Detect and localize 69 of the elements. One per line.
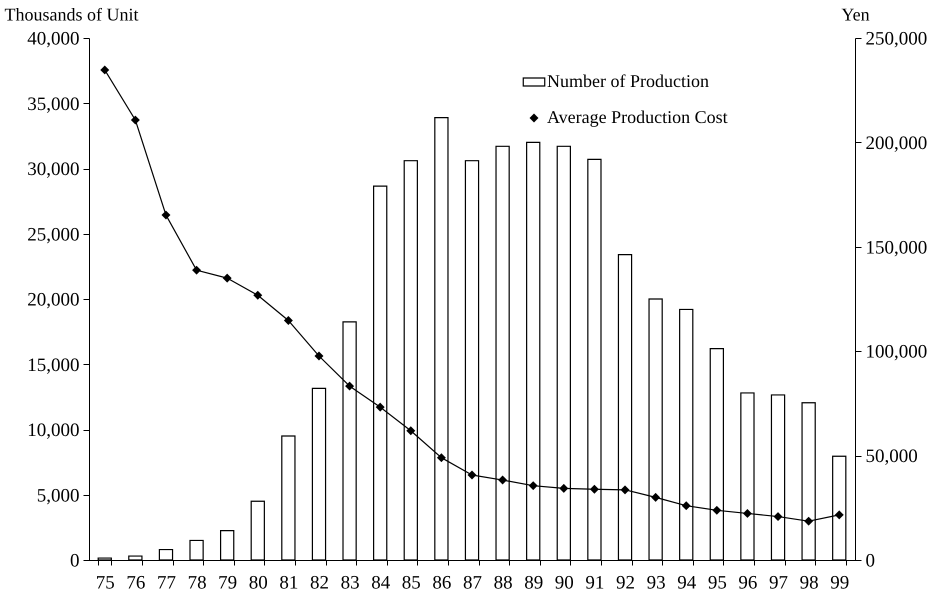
x-tick-label: 87 (463, 572, 482, 594)
y2-tick-label: 250,000 (866, 28, 928, 50)
point (100, 65, 110, 74)
x-tick-label: 79 (218, 572, 238, 594)
x-tick-label: 88 (494, 572, 513, 594)
x-tick-label: 90 (554, 572, 574, 594)
point (192, 266, 202, 275)
point (712, 506, 722, 515)
x-tick-label: 96 (738, 572, 758, 594)
x-tick-label: 98 (800, 572, 819, 594)
point (406, 426, 416, 436)
y2-tick-label: 0 (866, 550, 875, 572)
y-tick-label: 25,000 (27, 224, 80, 246)
x-tick-label: 83 (340, 572, 360, 594)
point (161, 210, 170, 220)
x-tick-label: 76 (126, 572, 146, 594)
x-tick-label: 92 (616, 572, 636, 594)
point (436, 453, 446, 462)
point (253, 290, 262, 300)
point (742, 508, 752, 518)
y-tick-label: 0 (70, 550, 80, 572)
point (620, 485, 630, 494)
point (314, 352, 324, 360)
x-tick-label: 81 (279, 572, 298, 594)
point (528, 481, 538, 490)
x-tick-label: 78 (188, 572, 207, 594)
point (222, 274, 232, 283)
point (376, 402, 385, 412)
point (130, 116, 140, 125)
x-tick-label: 86 (432, 572, 452, 594)
x-tick-label: 80 (248, 572, 268, 594)
y-tick-label: 30,000 (27, 159, 80, 180)
x-tick-label: 94 (677, 572, 697, 594)
point (590, 484, 599, 494)
point (804, 516, 814, 526)
x-tick-label: 82 (310, 572, 329, 594)
y-axis-title: Thousands of Unit (4, 4, 138, 24)
y-tick-label: 40,000 (27, 28, 80, 50)
point (834, 510, 844, 520)
x-tick-label: 75 (96, 572, 115, 594)
x-tick-label: 84 (371, 572, 391, 594)
y2-tick-label: 150,000 (866, 237, 928, 258)
y2-tick-label: 200,000 (866, 132, 928, 154)
y2-axis-title: Yen (841, 4, 870, 24)
y2-tick-label: 50,000 (866, 446, 918, 468)
point (682, 501, 691, 510)
x-tick-label: 99 (830, 572, 850, 594)
y2-tick-label: 100,000 (866, 342, 928, 363)
point (651, 492, 660, 502)
y-tick-label: 10,000 (27, 420, 80, 441)
x-tick-label: 97 (769, 572, 788, 594)
x-tick-label: 85 (402, 572, 421, 594)
x-tick-label: 91 (585, 572, 604, 594)
y-tick-label: 20,000 (27, 290, 80, 310)
point (468, 470, 476, 480)
point (498, 476, 508, 484)
x-tick-label: 77 (156, 572, 176, 594)
point (774, 512, 783, 522)
y-tick-label: 5,000 (36, 485, 80, 506)
x-tick-label: 93 (646, 572, 666, 594)
x-tick-label: 89 (524, 572, 544, 594)
legend-label: Average Production Cost (547, 107, 728, 127)
point (284, 316, 293, 325)
point (559, 484, 568, 493)
y-tick-label: 15,000 (27, 354, 80, 376)
y-tick-label: 35,000 (27, 94, 80, 115)
legend-label: Number of Production (547, 71, 709, 91)
x-tick-label: 95 (708, 572, 727, 594)
point (345, 382, 354, 391)
